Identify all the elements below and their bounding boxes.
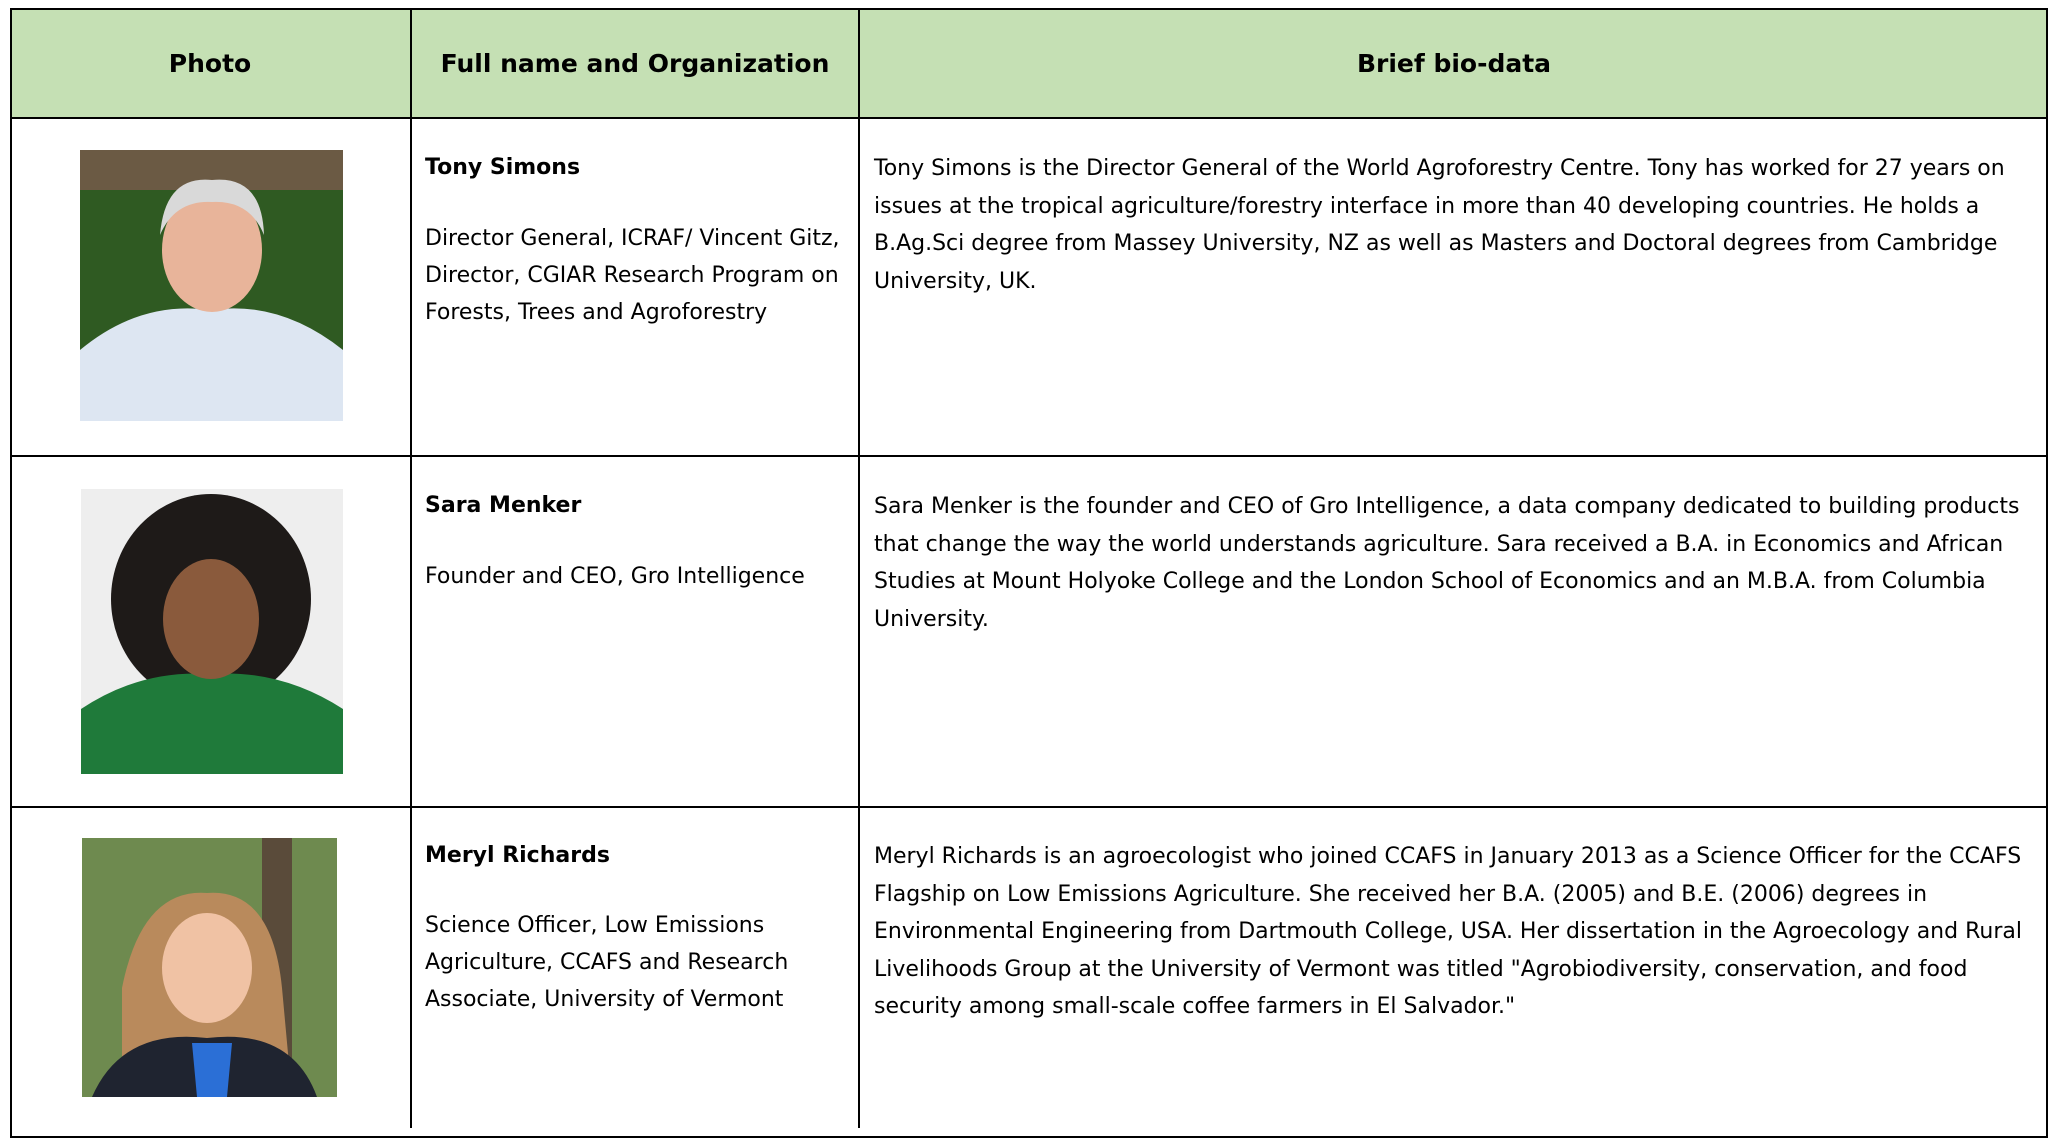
photo <box>80 150 343 421</box>
person-name: Sara Menker <box>425 493 582 518</box>
person-bio: Sara Menker is the founder and CEO of Gr… <box>874 494 2020 632</box>
row-divider <box>10 806 2048 808</box>
column-divider <box>858 8 860 1128</box>
person-organization: Director General, ICRAF/ Vincent Gitz, D… <box>425 226 840 325</box>
column-divider <box>410 8 412 1128</box>
row-divider <box>10 455 2048 457</box>
person-name: Meryl Richards <box>425 843 610 868</box>
person-bio: Meryl Richards is an agroecologist who j… <box>874 844 2022 1019</box>
header-cell: Brief bio-data <box>1356 49 1552 78</box>
person-name: Tony Simons <box>425 155 581 180</box>
person-organization: Founder and CEO, Gro Intelligence <box>425 564 805 589</box>
photo <box>81 489 343 774</box>
photo <box>82 838 337 1097</box>
person-organization: Science Officer, Low Emissions Agricultu… <box>425 913 789 1012</box>
person-bio: Tony Simons is the Director General of t… <box>874 156 2005 294</box>
header-row <box>10 8 2048 119</box>
header-cell: Photo <box>168 49 252 78</box>
header-cell: Full name and Organization <box>440 49 830 78</box>
